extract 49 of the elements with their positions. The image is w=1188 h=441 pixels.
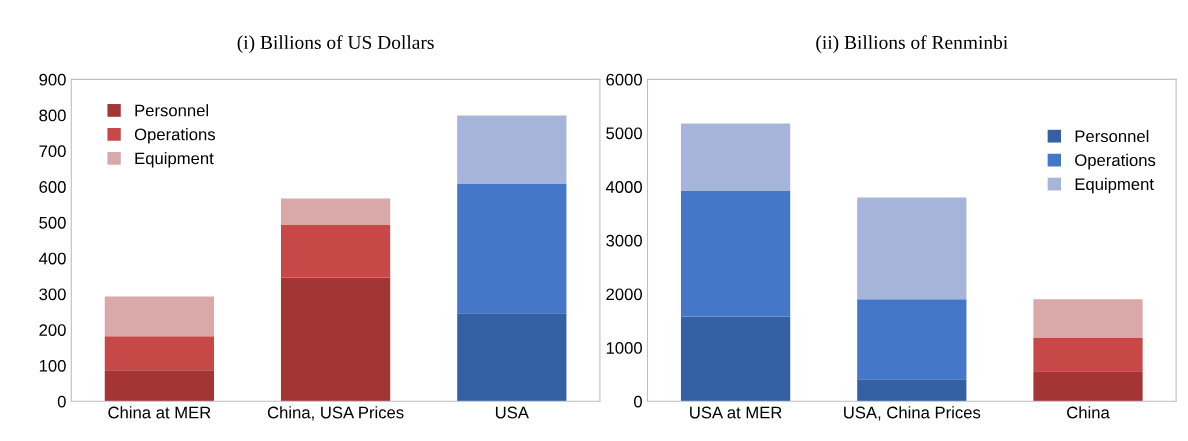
bar [857, 379, 967, 402]
bar [457, 313, 567, 402]
bar [280, 277, 391, 402]
bar [857, 299, 967, 380]
y-tick-label: 6000 [606, 73, 642, 86]
legend-label: Equipment [1075, 177, 1154, 194]
y-tick-label: 600 [39, 181, 66, 193]
legend-label: Personnel [1075, 129, 1149, 143]
bar [104, 336, 215, 371]
x-tick-label: China at MER [108, 406, 211, 419]
y-tick-label: 200 [39, 324, 66, 336]
bar [680, 190, 791, 317]
y-tick-label: 300 [39, 288, 66, 301]
y-tick-label: 500 [39, 216, 66, 229]
x-tick-label: China [1067, 406, 1110, 419]
legend-label: Personnel [135, 104, 209, 117]
bar [1033, 371, 1143, 402]
x-tick-label: China, USA Prices [267, 406, 404, 421]
y-tick-label: 1000 [606, 342, 642, 354]
y-tick-label: 900 [39, 73, 66, 86]
y-tick-label: 700 [39, 145, 66, 158]
chart-title: (i) Billions of US Dollars [237, 35, 434, 53]
bar [280, 198, 391, 225]
y-tick-label: 4000 [605, 181, 642, 193]
legend-label: Operations [134, 128, 216, 144]
y-tick-label: 100 [39, 359, 66, 372]
y-tick-label: 3000 [606, 234, 642, 247]
y-tick-label: 800 [39, 109, 66, 122]
y-tick-label: 0 [57, 395, 66, 408]
bar [104, 296, 215, 337]
x-tick-label: USA, China Prices [844, 406, 981, 421]
y-tick-label: 400 [39, 252, 66, 265]
y-tick-label: 2000 [606, 288, 642, 301]
y-tick-label: 0 [634, 395, 642, 408]
y-tick-label: 5000 [606, 127, 642, 140]
bar [680, 123, 791, 191]
bar [457, 183, 567, 314]
legend-label: Operations [1075, 153, 1156, 170]
x-tick-label: USA [495, 406, 529, 419]
bar [1033, 337, 1143, 372]
legend-label: Equipment [135, 152, 214, 168]
chart-title: (ii) Billions of Renminbi [816, 35, 1008, 53]
bar [1033, 299, 1143, 338]
x-tick-label: USA at MER [690, 406, 782, 419]
bar [857, 197, 967, 300]
bar [680, 316, 791, 402]
bar [280, 224, 391, 278]
bar [457, 115, 567, 184]
bar [104, 370, 215, 402]
